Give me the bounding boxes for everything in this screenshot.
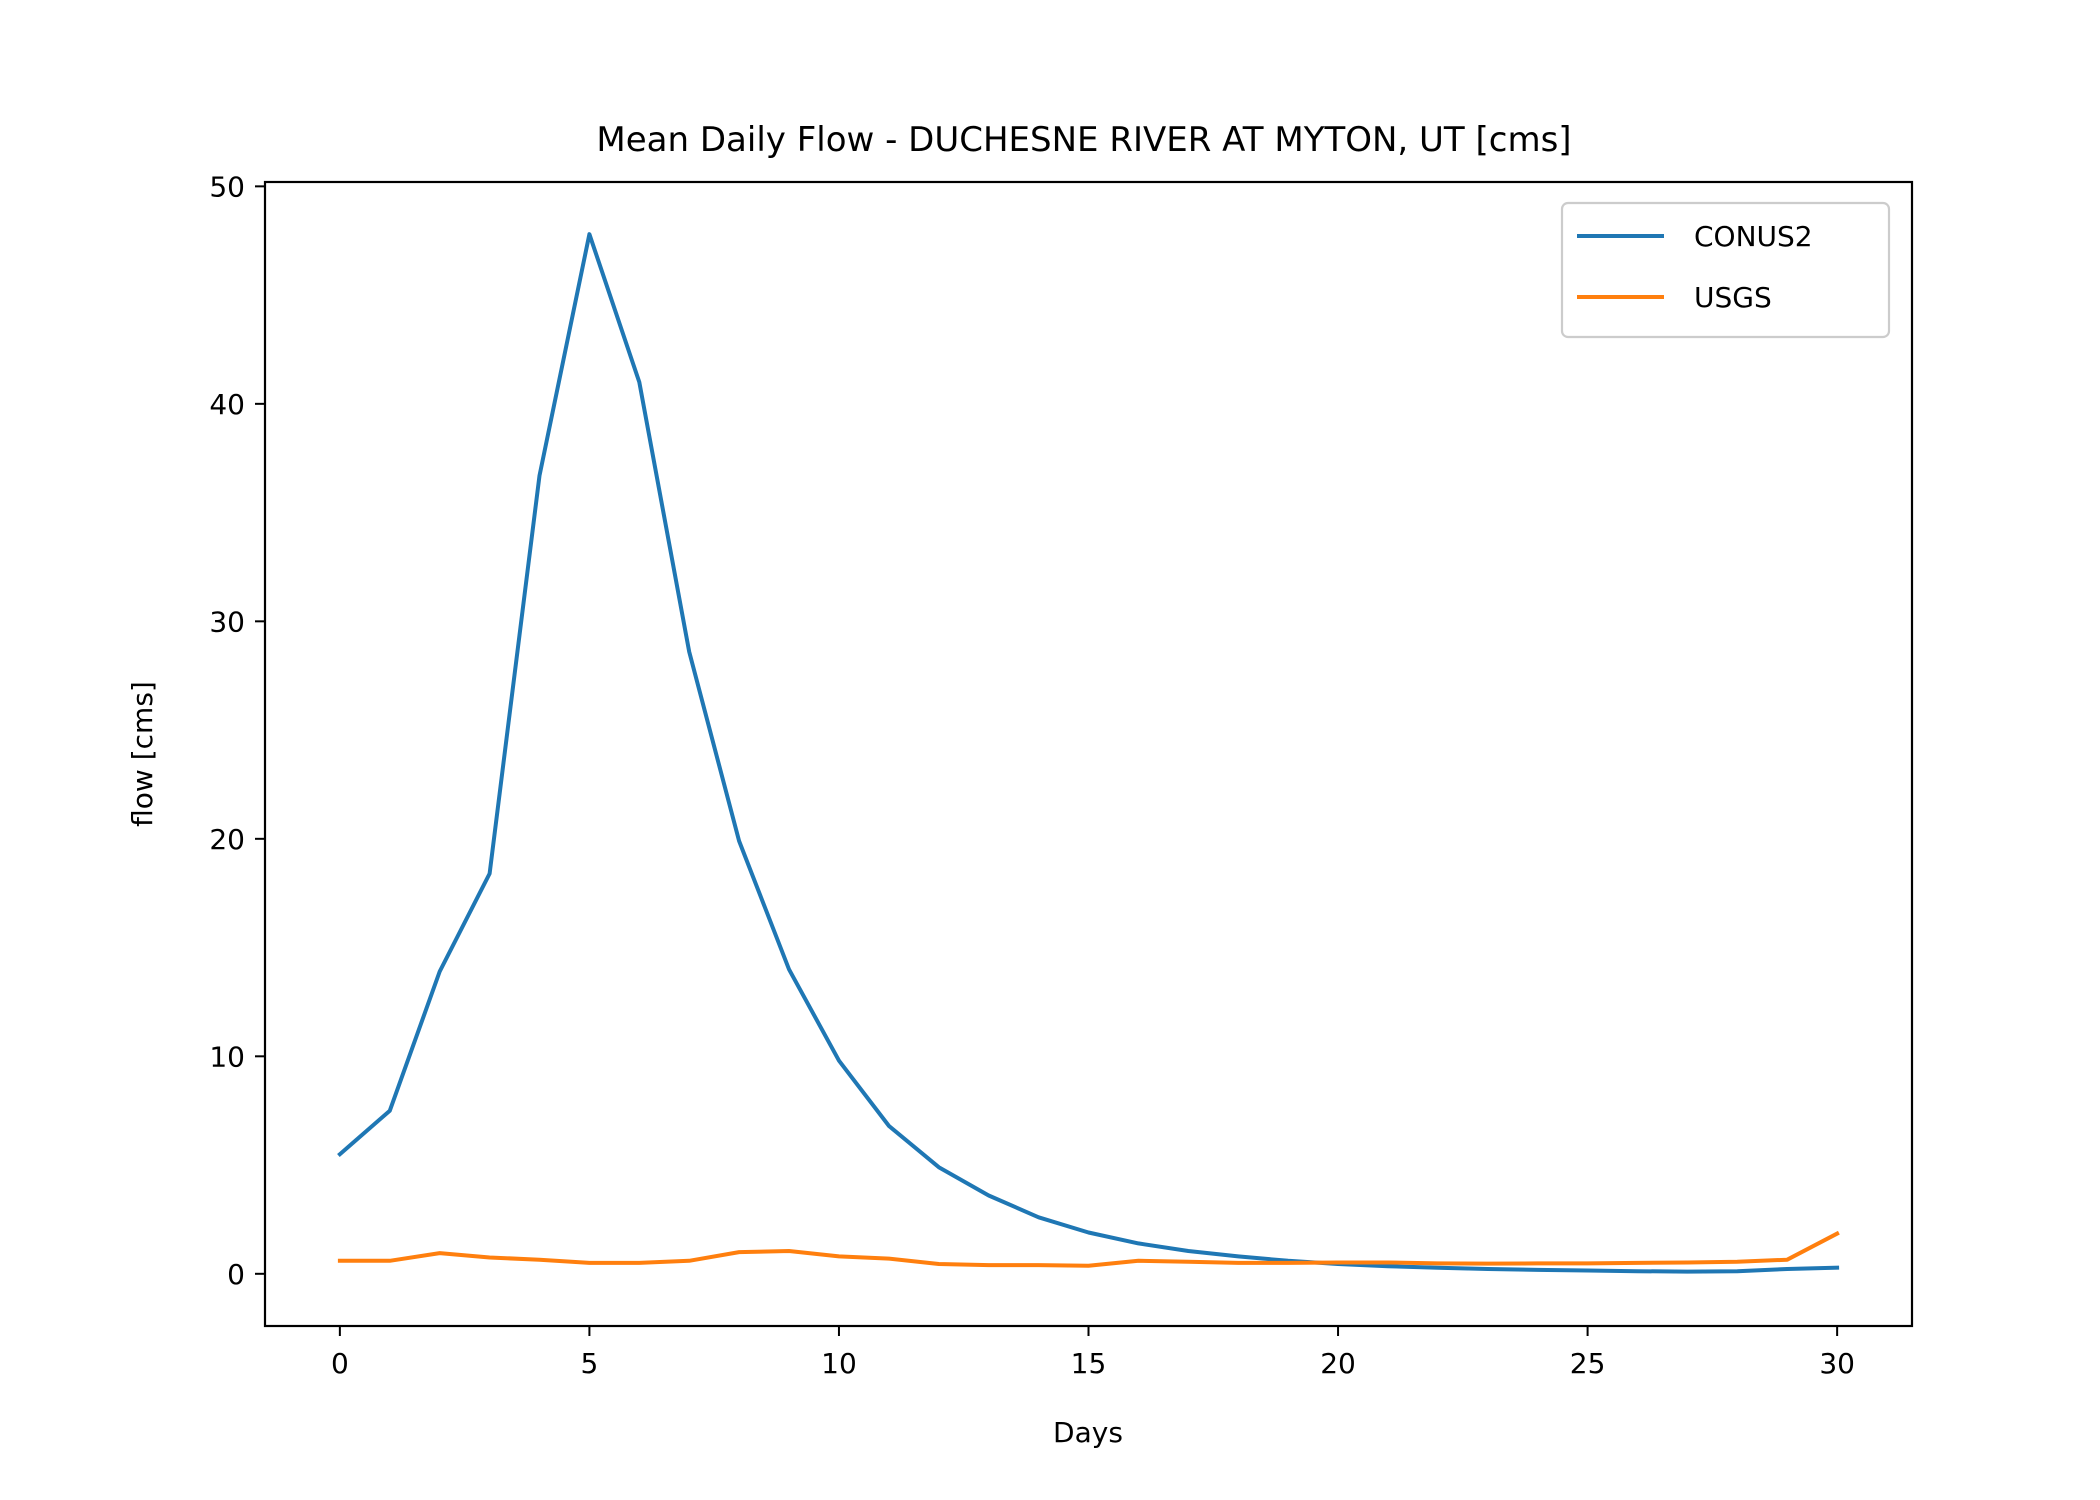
x-axis-ticks: 0 5 10 15 20 25 30 <box>331 1326 1855 1380</box>
legend-label-usgs: USGS <box>1694 281 1772 314</box>
y-tick-label: 40 <box>209 388 245 421</box>
x-tick-label: 10 <box>821 1347 857 1380</box>
x-axis-label: Days <box>1053 1416 1123 1449</box>
legend: CONUS2 USGS <box>1560 201 1891 339</box>
y-tick-label: 50 <box>209 170 245 203</box>
y-axis-ticks: 0 10 20 30 40 50 <box>209 170 265 1291</box>
chart-title: Mean Daily Flow - DUCHESNE RIVER AT MYTO… <box>596 120 1571 160</box>
x-tick-label: 25 <box>1570 1347 1606 1380</box>
x-tick-label: 20 <box>1320 1347 1356 1380</box>
x-tick-label: 5 <box>580 1347 598 1380</box>
y-tick-label: 30 <box>209 605 245 638</box>
x-tick-label: 0 <box>331 1347 349 1380</box>
series-line-conus2 <box>337 232 1840 1274</box>
y-tick-label: 0 <box>227 1258 245 1291</box>
x-tick-label: 30 <box>1819 1347 1855 1380</box>
series-layer <box>337 232 1840 1274</box>
y-axis-label: flow [cms] <box>126 681 159 827</box>
series-line-usgs <box>337 1230 1840 1268</box>
y-tick-label: 20 <box>209 823 245 856</box>
legend-label-conus2: CONUS2 <box>1694 220 1813 253</box>
x-tick-label: 15 <box>1071 1347 1107 1380</box>
y-tick-label: 10 <box>209 1040 245 1073</box>
